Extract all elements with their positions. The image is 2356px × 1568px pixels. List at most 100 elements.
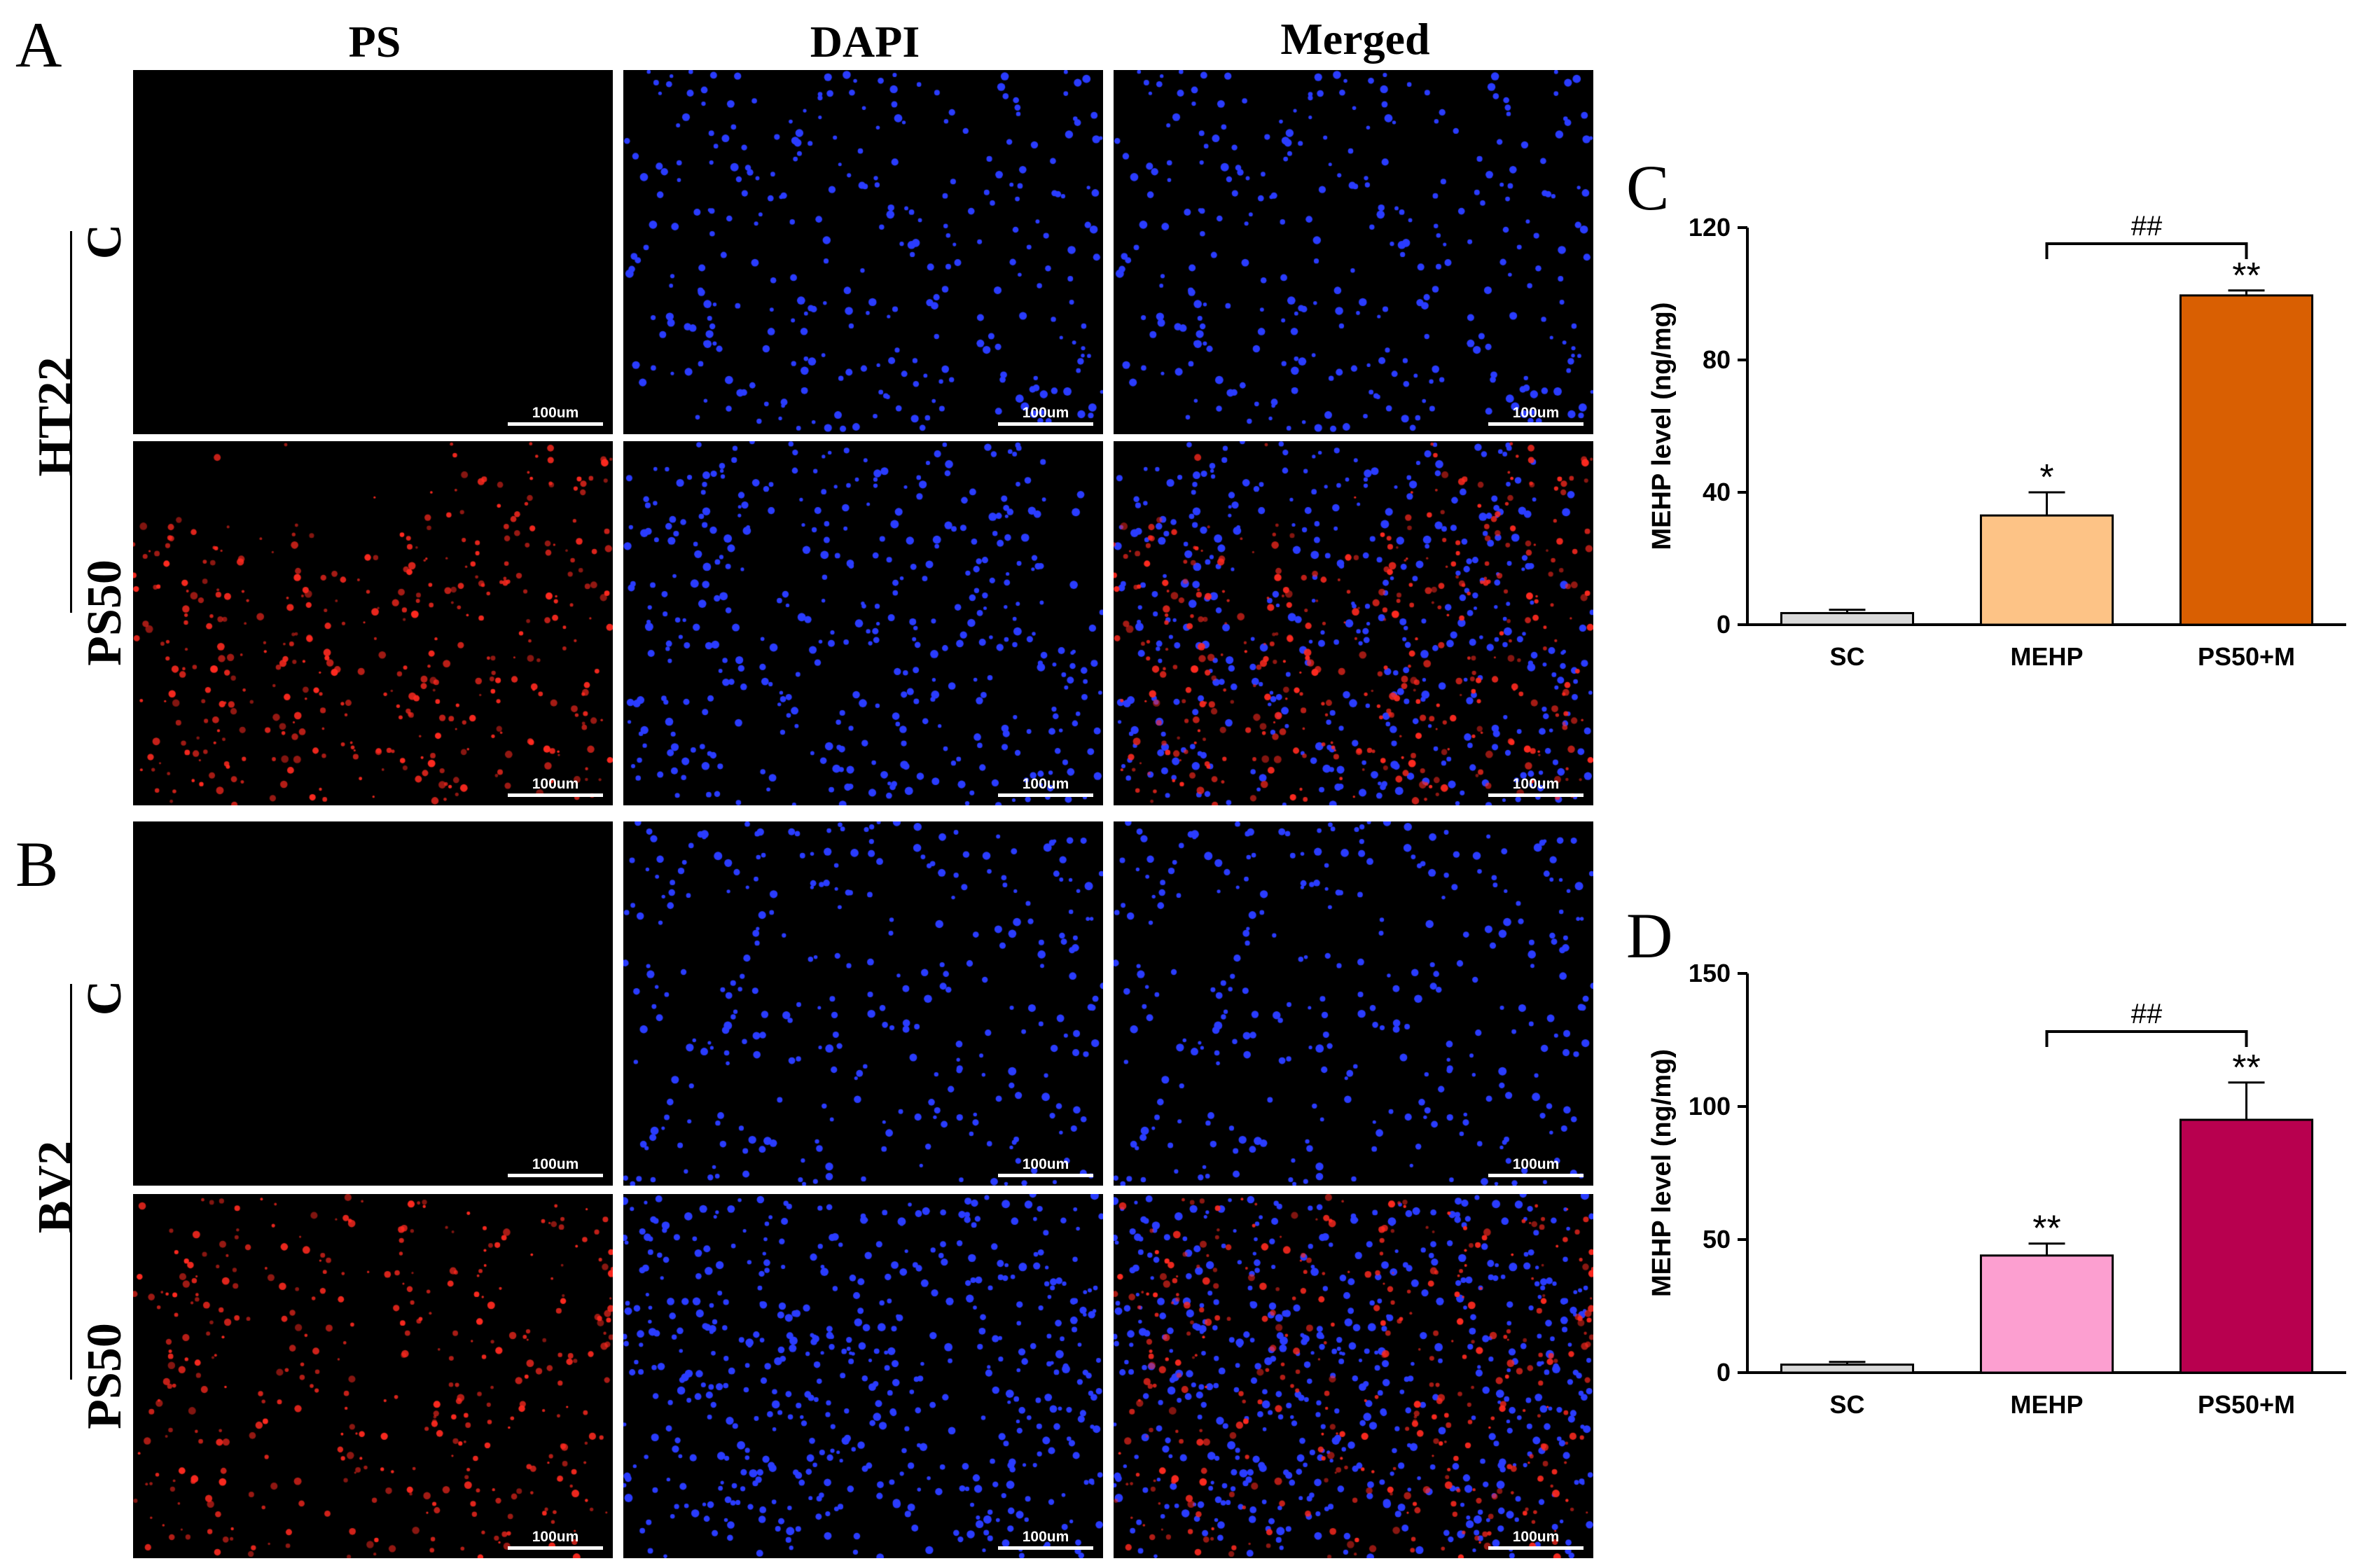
bracket-label: ## [2131,999,2163,1029]
y-axis-label: MEHP level (ng/mg) [1647,1049,1677,1297]
micrograph-ht22-c-merged: 100um [1114,70,1593,434]
scale-bar-label: 100um [532,1156,579,1172]
micrograph-image [623,70,1103,434]
micrograph-ht22-ps50-ps: 100um [133,441,613,805]
x-tick-label: PS50+M [2198,1390,2295,1419]
row-label-bv2-c: C [78,980,132,1016]
scale-bar-line [1488,793,1584,797]
comparison-bracket [2045,1030,2248,1047]
scale-bar-label: 100um [1022,1156,1069,1172]
row-label-ht22-ps50: PS50 [78,560,132,666]
scale-bar: 100um [508,1157,603,1177]
scale-bar-line [508,793,603,797]
micrograph-image [133,70,613,434]
scale-bar: 100um [998,777,1093,797]
chart-d: 0 50 100 150 MEHP level (ng/mg) SC ** MEHP ** PS5… [1611,949,2353,1474]
scale-bar-label: 100um [1512,1529,1560,1545]
scale-bar-line [1488,422,1584,426]
y-tick-label: 0 [1717,610,1731,639]
x-tick-label: SC [1829,1390,1864,1419]
chart-c-svg: 0 40 80 120 MEHP level (ng/mg) SC * MEHP ** PS50+… [1647,211,2346,671]
x-tick-label: MEHP [2010,642,2083,671]
row-label-bv2-ps50: PS50 [78,1323,132,1429]
scale-bar-line [998,422,1093,426]
significance-marker: ** [2032,1209,2060,1249]
micrograph-bv2-c-ps: 100um [133,821,613,1186]
micrograph-image [623,1194,1103,1558]
significance-marker: * [2039,457,2053,498]
micrograph-ht22-c-dapi: 100um [623,70,1103,434]
scale-bar-line [1488,1546,1584,1550]
scale-bar: 100um [998,1157,1093,1177]
scale-bar: 100um [1488,1529,1584,1550]
scale-bar: 100um [508,405,603,426]
y-tick-label: 100 [1689,1092,1731,1121]
scale-bar: 100um [508,777,603,797]
scale-bar-line [998,1546,1093,1550]
panel-label-b: B [15,828,59,900]
micrograph-bv2-ps50-ps: 100um [133,1194,613,1558]
scale-bar-label: 100um [1022,776,1069,792]
y-tick-label: 80 [1703,345,1731,374]
scale-bar-line [1488,1174,1584,1177]
scale-bar-label: 100um [532,776,579,792]
x-tick-label: MEHP [2010,1390,2083,1419]
scale-bar-line [998,1174,1093,1177]
scale-bar-label: 100um [1512,405,1560,421]
micrograph-bv2-c-merged: 100um [1114,821,1593,1186]
x-tick-label: SC [1829,642,1864,671]
y-tick-label: 120 [1689,213,1731,242]
scale-bar: 100um [998,1529,1093,1550]
panel-label-d: D [1626,900,1673,971]
scale-bar-label: 100um [1022,1529,1069,1545]
micrograph-image [133,441,613,805]
bar-mehp [1979,1254,2114,1374]
scale-bar: 100um [998,405,1093,426]
scale-bar-label: 100um [1512,776,1560,792]
bar-sc [1780,611,1915,626]
micrograph-ht22-ps50-merged: 100um [1114,441,1593,805]
micrograph-image [1114,1194,1593,1558]
scale-bar-line [998,793,1093,797]
y-tick-label: 50 [1703,1225,1731,1254]
micrograph-ht22-c-ps: 100um [133,70,613,434]
column-header-merged: Merged [1280,14,1430,64]
scale-bar-label: 100um [532,1529,579,1545]
micrograph-image [1114,70,1593,434]
scale-bar-label: 100um [1512,1156,1560,1172]
column-header-ps: PS [348,17,401,67]
micrograph-image [1114,441,1593,805]
y-tick-label: 150 [1689,959,1731,987]
y-axis-label: MEHP level (ng/mg) [1647,302,1677,550]
scale-bar-line [508,422,603,426]
group-line-ht22 [70,231,72,613]
scale-bar: 100um [508,1529,603,1550]
bar-sc [1780,1364,1915,1374]
x-tick-label: PS50+M [2198,642,2295,671]
y-tick-label: 0 [1717,1358,1731,1387]
micrograph-image [133,1194,613,1558]
micrograph-image [623,821,1103,1186]
bar-mehp [1979,514,2114,626]
scale-bar: 100um [1488,1157,1584,1177]
scale-bar: 100um [1488,777,1584,797]
scale-bar-label: 100um [532,405,579,421]
bracket-label: ## [2131,211,2163,242]
comparison-bracket [2045,242,2248,259]
micrograph-bv2-c-dapi: 100um [623,821,1103,1186]
group-line-bv2 [70,984,72,1380]
group-label-bv2: BV2 [29,1140,83,1234]
significance-marker: ** [2232,256,2260,296]
bar-ps50-m [2179,1118,2314,1374]
scale-bar-line [508,1174,603,1177]
micrograph-ht22-ps50-dapi: 100um [623,441,1103,805]
micrograph-bv2-ps50-dapi: 100um [623,1194,1103,1558]
micrograph-bv2-ps50-merged: 100um [1114,1194,1593,1558]
bar-ps50-m [2179,294,2314,626]
column-header-dapi: DAPI [810,17,920,67]
group-label-ht22: HT22 [29,356,83,477]
significance-marker: ** [2232,1048,2260,1088]
chart-c: 0 40 80 120 MEHP level (ng/mg) SC * MEHP ** PS50+… [1611,196,2353,700]
chart-d-svg: 0 50 100 150 MEHP level (ng/mg) SC ** MEHP ** PS5… [1647,959,2346,1419]
scale-bar-line [508,1546,603,1550]
